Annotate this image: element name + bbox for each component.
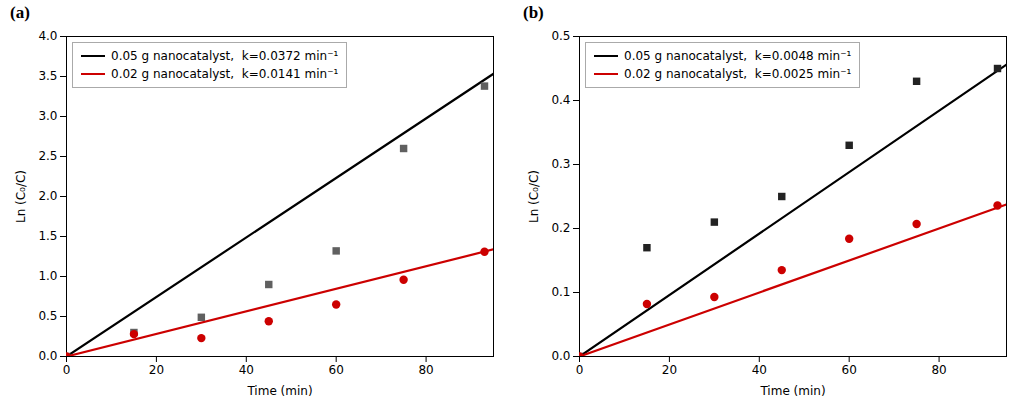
svg-text:0.5: 0.5 (551, 29, 570, 43)
html-text:(a): (a) (10, 3, 30, 22)
svg-text:1.0: 1.0 (38, 269, 57, 283)
svg-text:0.0: 0.0 (38, 349, 57, 363)
svg-text:3.0: 3.0 (38, 109, 57, 123)
svg-text:0: 0 (63, 363, 71, 377)
svg-text:Ln (C₀/C): Ln (C₀/C) (14, 170, 28, 223)
svg-text:Time (min): Time (min) (759, 384, 825, 398)
svg-text:0.0: 0.0 (551, 349, 570, 363)
html-text:0.05 g nanocatalyst, k=0.0372: 0.05 g nanocatalyst, k=0.0372 min⁻¹ (111, 49, 339, 63)
svg-text:0.1: 0.1 (551, 285, 570, 299)
svg-text:60: 60 (842, 363, 857, 377)
svg-text:2.5: 2.5 (38, 149, 57, 163)
svg-text:80: 80 (931, 363, 946, 377)
svg-text:Ln (C₀/C): Ln (C₀/C) (527, 170, 541, 223)
svg-text:0: 0 (576, 363, 584, 377)
svg-text:1.5: 1.5 (38, 229, 57, 243)
svg-text:0.3: 0.3 (551, 157, 570, 171)
svg-text:Time (min): Time (min) (246, 384, 312, 398)
svg-text:80: 80 (418, 363, 433, 377)
html-text:(b): (b) (523, 3, 544, 22)
svg-text:0.4: 0.4 (551, 93, 570, 107)
svg-text:4.0: 4.0 (38, 29, 57, 43)
svg-text:20: 20 (149, 363, 164, 377)
html-text:0.05 g nanocatalyst, k=0.0048: 0.05 g nanocatalyst, k=0.0048 min⁻¹ (624, 49, 852, 63)
svg-text:3.5: 3.5 (38, 69, 57, 83)
svg-text:20: 20 (662, 363, 677, 377)
svg-text:40: 40 (239, 363, 254, 377)
html-text:0.02 g nanocatalyst, k=0.0141: 0.02 g nanocatalyst, k=0.0141 min⁻¹ (111, 67, 339, 81)
svg-text:2.0: 2.0 (38, 189, 57, 203)
svg-text:60: 60 (329, 363, 344, 377)
svg-text:40: 40 (752, 363, 767, 377)
html-text:0.02 g nanocatalyst, k=0.0025: 0.02 g nanocatalyst, k=0.0025 min⁻¹ (624, 67, 852, 81)
svg-text:0.5: 0.5 (38, 309, 57, 323)
svg-text:0.2: 0.2 (551, 221, 570, 235)
